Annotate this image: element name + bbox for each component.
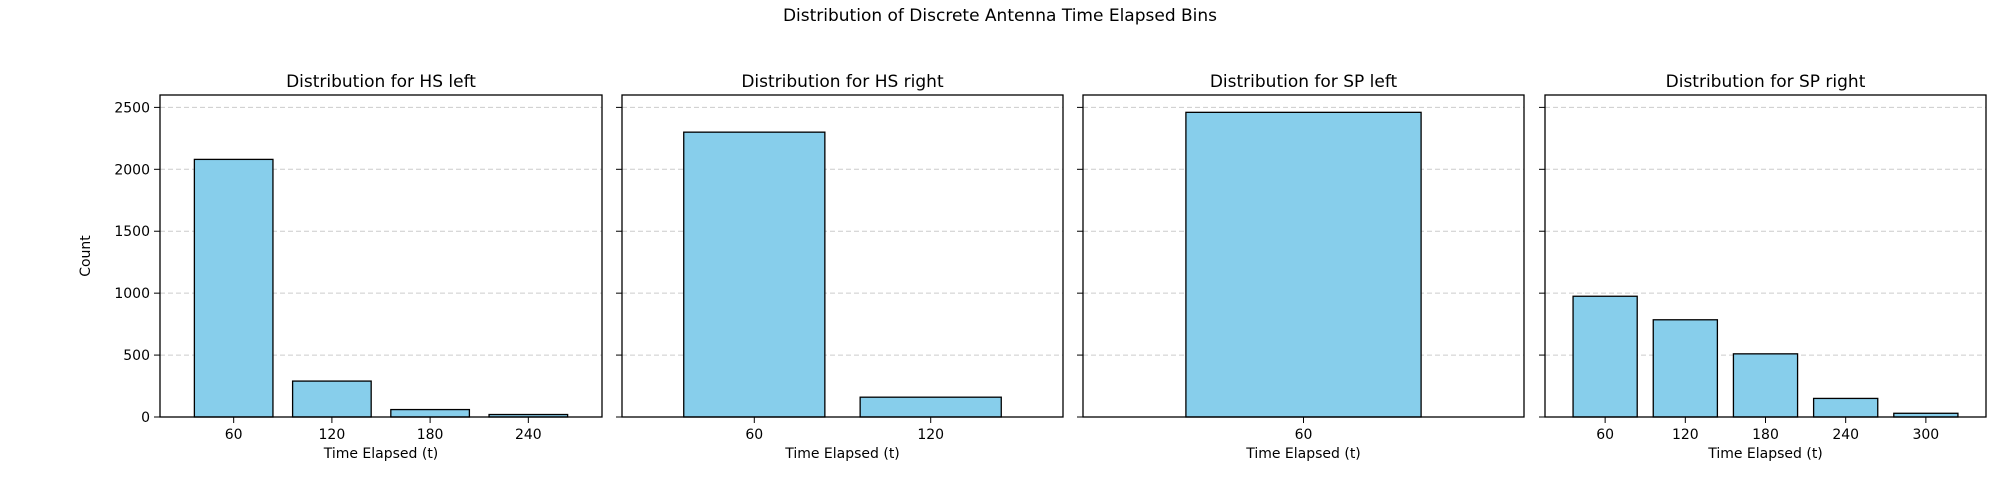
panel-title: Distribution for HS right xyxy=(741,72,944,92)
figure-title: Distribution of Discrete Antenna Time El… xyxy=(782,6,1218,26)
x-tick-label: 240 xyxy=(1832,427,1859,443)
bar-120 xyxy=(859,396,1002,418)
bar-60 xyxy=(1185,111,1422,418)
panel-title: Distribution for HS left xyxy=(286,72,476,92)
panel-title: Distribution for SP left xyxy=(1210,72,1398,92)
bar-60 xyxy=(683,131,826,418)
axes-frame xyxy=(159,94,603,418)
x-tick-label: 120 xyxy=(1672,427,1699,443)
x-tick-label: 180 xyxy=(1752,427,1779,443)
y-tick-label: 1500 xyxy=(114,224,150,240)
bar-60 xyxy=(1572,295,1638,418)
x-axis-label: Time Elapsed (t) xyxy=(323,446,439,462)
x-tick-label: 60 xyxy=(1596,427,1614,443)
x-tick-label: 120 xyxy=(319,427,346,443)
x-tick-label: 300 xyxy=(1912,427,1939,443)
x-tick-label: 180 xyxy=(417,427,444,443)
bar-60 xyxy=(193,158,274,418)
bar-180 xyxy=(390,408,471,418)
x-tick-label: 60 xyxy=(745,427,763,443)
y-tick-label: 2500 xyxy=(114,100,150,116)
y-tick-label: 1000 xyxy=(114,286,150,302)
y-tick-label: 0 xyxy=(141,410,150,426)
x-tick-label: 60 xyxy=(1295,427,1313,443)
x-tick-label: 240 xyxy=(515,427,542,443)
bar-240 xyxy=(1812,397,1879,418)
bar-120 xyxy=(1652,319,1719,418)
y-axis-label: Count xyxy=(78,235,94,277)
y-tick-label: 500 xyxy=(123,348,150,364)
x-axis-label: Time Elapsed (t) xyxy=(1707,446,1823,462)
x-axis-label: Time Elapsed (t) xyxy=(1245,446,1361,462)
panel-title: Distribution for SP right xyxy=(1666,72,1866,92)
bar-120 xyxy=(291,380,372,418)
x-axis-label: Time Elapsed (t) xyxy=(784,446,900,462)
y-tick-label: 2000 xyxy=(114,162,150,178)
x-tick-label: 60 xyxy=(225,427,243,443)
bar-180 xyxy=(1732,353,1799,418)
axes-frame xyxy=(621,94,1064,418)
x-tick-label: 120 xyxy=(917,427,944,443)
